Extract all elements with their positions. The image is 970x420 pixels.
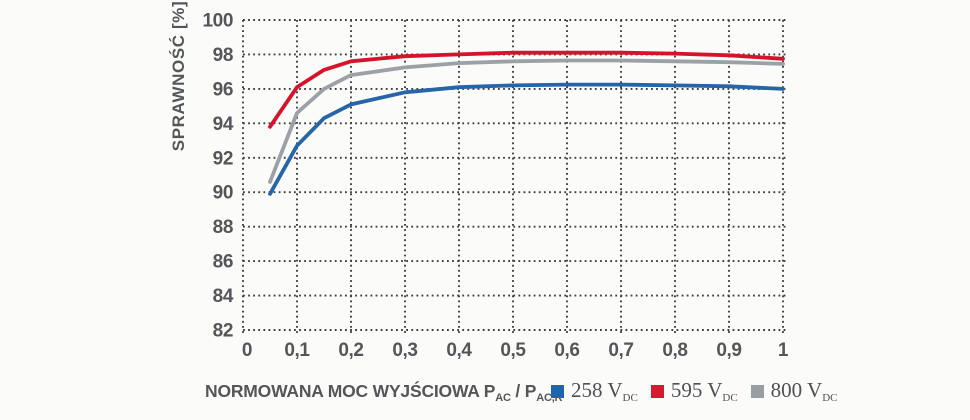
x-tick-label: 0,1 [284,340,310,361]
x-tick-label: 0,7 [608,340,633,361]
x-tick-label: 0,5 [500,340,526,361]
x-axis-title-sub1: AC [495,392,511,404]
legend-label: 258 VDC [571,378,638,404]
legend-item-258vdc: 258 VDC [551,378,638,404]
y-tick-label: 82 [213,321,233,342]
x-axis-title-main: NORMOWANA MOC WYJŚCIOWA P [205,381,496,401]
y-tick-label: 94 [213,114,234,135]
legend-swatch-red-icon [650,384,664,398]
x-axis-title-sub2: AC,R [536,392,563,404]
x-tick-label: 0,3 [392,340,417,361]
y-tick-label: 96 [213,79,233,100]
series-line-595vdc [268,50,785,129]
x-tick-label: 0,9 [716,340,741,361]
x-tick-label: 0 [242,340,252,361]
x-axis-title: NORMOWANA MOC WYJŚCIOWA PAC / PAC,R [205,381,563,404]
x-tick-label: 0,4 [446,340,472,361]
y-tick-label: 98 [213,45,233,66]
legend: 258 VDC 595 VDC 800 VDC [551,378,838,404]
series-line-800vdc [268,58,785,184]
legend-item-595vdc: 595 VDC [650,378,738,404]
x-axis-title-slash: / P [510,381,537,401]
legend-label: 595 VDC [670,378,738,404]
x-tick-label: 0,6 [554,340,579,361]
y-axis-title: SPRAWNOŚĆ [%] [169,1,189,151]
x-tick-label: 1 [778,340,789,361]
y-tick-label: 100 [202,11,233,32]
y-tick-label: 84 [213,286,234,307]
legend-swatch-blue-icon [551,384,564,398]
y-tick-label: 86 [213,252,233,273]
legend-item-800vdc: 800 VDC [750,378,838,404]
y-tick-label: 88 [213,217,233,238]
y-tick-label: 90 [213,183,233,204]
x-tick-label: 0,2 [338,340,363,361]
x-tick-label: 0,8 [662,340,687,361]
legend-swatch-gray-icon [750,384,764,398]
y-tick-label: 92 [213,148,233,169]
y-axis-title-text: SPRAWNOŚĆ [%] [169,0,188,152]
legend-label: 800 VDC [770,378,838,404]
series-line-258vdc [268,82,785,196]
